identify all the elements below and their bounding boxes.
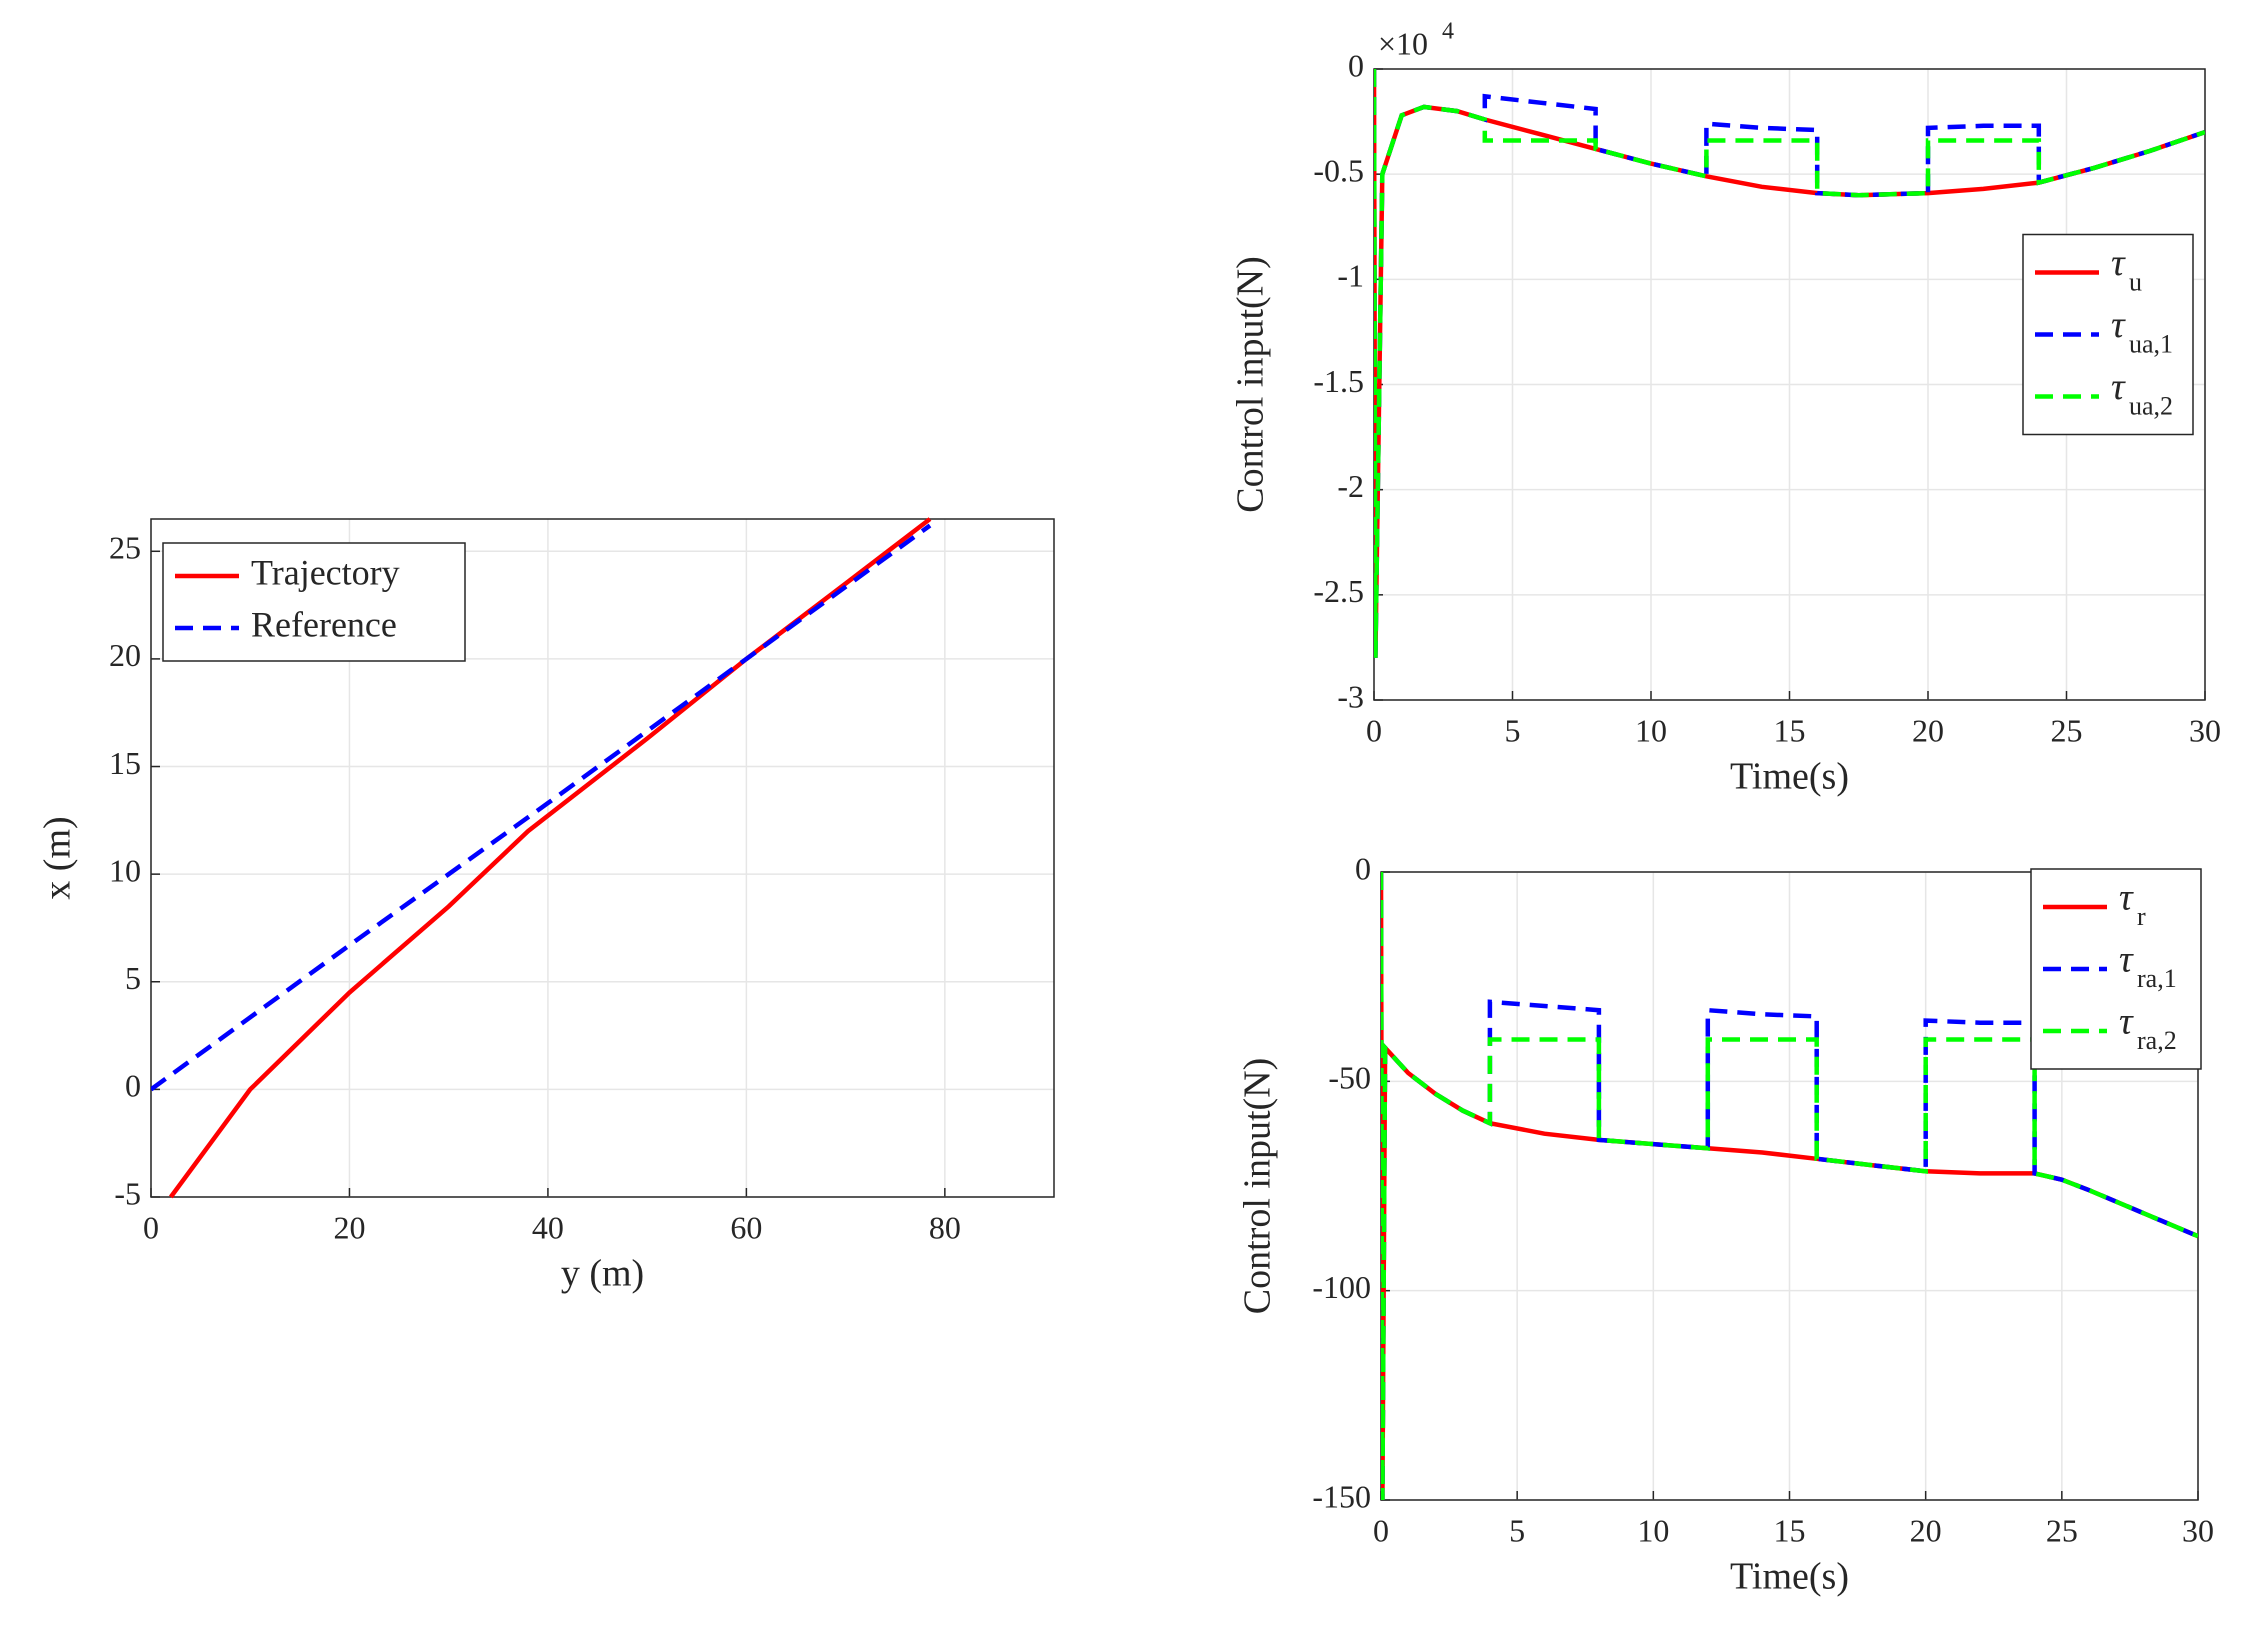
- y-tick-label: 20: [109, 637, 141, 673]
- y-tick-label: 0: [1348, 47, 1364, 83]
- x-tick-label: 0: [143, 1209, 159, 1245]
- x-tick-label: 15: [1774, 712, 1806, 748]
- x-tick-label: 30: [2189, 712, 2221, 748]
- legend-label: Reference: [251, 604, 397, 644]
- legend-label: Trajectory: [251, 552, 400, 592]
- legend-label: τ: [2111, 366, 2126, 408]
- x-tick-label: 20: [333, 1209, 365, 1245]
- chart: 0 5 10 15 20 25 30 0 -0.5 -1 -1.5 -2 -2.5 -3 Time(s) Co…: [1230, 19, 2221, 798]
- y-tick-label: -2: [1337, 468, 1364, 504]
- x-tick-label: 30: [2182, 1512, 2214, 1548]
- y-tick-label: -5: [114, 1175, 141, 1211]
- legend-label-subscript: ua,1: [2129, 329, 2173, 358]
- legend-label: τ: [2111, 242, 2126, 284]
- axis-multiplier-exponent: 4: [1442, 19, 1454, 45]
- y-axis-label: Control input(N): [1230, 256, 1272, 512]
- y-tick-label: 25: [109, 530, 141, 566]
- axes-box: [150, 518, 1055, 1198]
- x-tick-label: 5: [1505, 712, 1521, 748]
- x-axis-label: y (m): [561, 1253, 644, 1295]
- x-tick-label: 0: [1366, 712, 1382, 748]
- y-axis-label: x (m): [37, 816, 79, 899]
- legend-label: τ: [2119, 939, 2134, 981]
- x-tick-label: 20: [1912, 712, 1944, 748]
- legend-label: τ: [2119, 877, 2134, 919]
- legend-label: τ: [2119, 1001, 2134, 1043]
- x-tick-label: 25: [2051, 712, 2083, 748]
- legend-label-subscript: u: [2129, 267, 2142, 296]
- y-tick-label: -100: [1312, 1269, 1371, 1305]
- y-tick-label: -3: [1337, 678, 1364, 714]
- y-tick-label: 0: [125, 1068, 141, 1104]
- x-tick-label: 80: [929, 1209, 961, 1245]
- y-tick-label: -2.5: [1313, 573, 1364, 609]
- series-line: [1374, 68, 2205, 658]
- y-tick-label: -150: [1312, 1478, 1371, 1514]
- y-tick-label: -50: [1328, 1060, 1371, 1096]
- legend-label: τ: [2111, 304, 2126, 346]
- series-line: [1381, 871, 2198, 1501]
- y-tick-label: 0: [1355, 850, 1371, 886]
- x-tick-label: 10: [1637, 1512, 1669, 1548]
- y-tick-label: -1.5: [1313, 363, 1364, 399]
- x-axis-label: Time(s): [1730, 1556, 1849, 1598]
- x-tick-label: 10: [1635, 712, 1667, 748]
- x-tick-label: 40: [532, 1209, 564, 1245]
- legend-label-subscript: ra,2: [2137, 1026, 2177, 1055]
- legend-label-subscript: r: [2137, 902, 2146, 931]
- chart: 0 5 10 15 20 25 30 0 -50 -100 -150 Time(s) Control i…: [1237, 850, 2214, 1597]
- y-tick-label: 5: [125, 960, 141, 996]
- series-line: [151, 523, 932, 1092]
- x-tick-label: 25: [2046, 1512, 2078, 1548]
- x-tick-label: 20: [1910, 1512, 1942, 1548]
- series-line: [1374, 68, 2205, 658]
- y-tick-label: 15: [109, 745, 141, 781]
- y-tick-label: 10: [109, 852, 141, 888]
- y-tick-label: -1: [1337, 258, 1364, 294]
- legend-label-subscript: ra,1: [2137, 964, 2177, 993]
- legend-label-subscript: ua,2: [2129, 391, 2173, 420]
- x-tick-label: 60: [730, 1209, 762, 1245]
- y-tick-label: -0.5: [1313, 153, 1364, 189]
- x-axis-label: Time(s): [1730, 756, 1849, 798]
- y-axis-label: Control input(N): [1237, 1058, 1279, 1314]
- x-tick-label: 15: [1774, 1512, 1806, 1548]
- x-tick-label: 0: [1373, 1512, 1389, 1548]
- axis-multiplier: ×10: [1378, 25, 1428, 61]
- x-tick-label: 5: [1509, 1512, 1525, 1548]
- legend-box: [162, 542, 466, 662]
